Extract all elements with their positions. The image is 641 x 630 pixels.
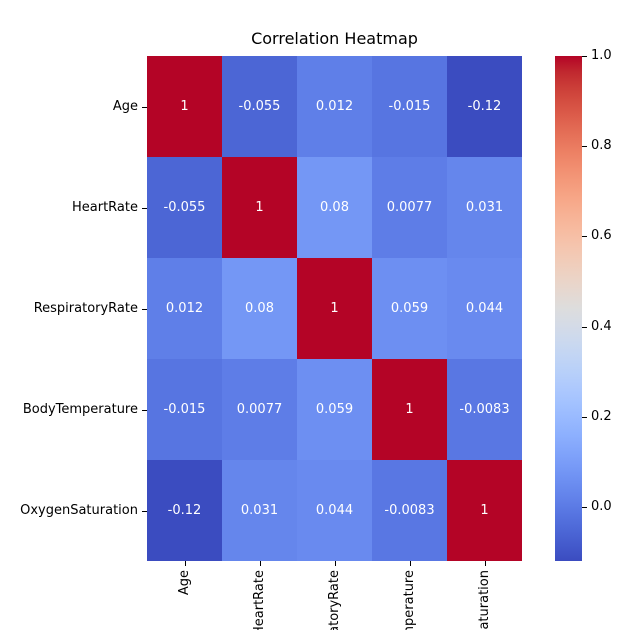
y-tick-label: OxygenSaturation: [20, 502, 138, 518]
heatmap-cell: 0.044: [297, 460, 372, 561]
colorbar-tick: [582, 507, 587, 508]
x-tick-label: BodyTemperature: [401, 570, 417, 630]
colorbar-tick-label: 1.0: [591, 48, 612, 63]
heatmap-cell: 0.031: [447, 157, 522, 258]
y-tick-label: BodyTemperature: [22, 401, 138, 417]
y-axis-tick: [142, 410, 147, 411]
heatmap-cell: 0.044: [447, 258, 522, 359]
heatmap-cell: 1: [222, 157, 297, 258]
heatmap-cell: 0.031: [222, 460, 297, 561]
heatmap-cell: 0.012: [147, 258, 222, 359]
x-tick-label: HeartRate: [251, 570, 267, 630]
heatmap-cell: 1: [447, 460, 522, 561]
colorbar-tick: [582, 327, 587, 328]
heatmap-cell: 1: [372, 359, 447, 460]
colorbar-tick: [582, 146, 587, 147]
heatmap-cell: -0.015: [372, 56, 447, 157]
heatmap-cell: 0.08: [222, 258, 297, 359]
chart-title: Correlation Heatmap: [251, 29, 418, 48]
heatmap-cell: 1: [147, 56, 222, 157]
heatmap-cell: 0.059: [372, 258, 447, 359]
heatmap-cell: 0.0077: [372, 157, 447, 258]
heatmap-cell: -0.12: [447, 56, 522, 157]
colorbar-tick-label: 0.8: [591, 138, 612, 154]
y-axis-tick: [142, 511, 147, 512]
colorbar-tick: [582, 417, 587, 418]
heatmap-cell: 0.0077: [222, 359, 297, 460]
y-axis-tick: [142, 208, 147, 209]
heatmap-cell: 0.08: [297, 157, 372, 258]
heatmap-cell: -0.0083: [372, 460, 447, 561]
y-axis-tick: [142, 107, 147, 108]
colorbar-tick: [582, 56, 587, 57]
colorbar-tick-label: 0.2: [591, 408, 612, 424]
x-axis-tick: [485, 561, 486, 566]
colorbar: [555, 56, 582, 561]
x-axis-tick: [260, 561, 261, 566]
x-axis-tick: [410, 561, 411, 566]
x-axis-tick: [185, 561, 186, 566]
colorbar-tick: [582, 236, 587, 237]
heatmap-cell: 0.059: [297, 359, 372, 460]
x-axis-tick: [335, 561, 336, 566]
heatmap-grid: 1 -0.055 0.012 -0.015 -0.12 -0.055 1 0.08 0.0077…: [147, 56, 522, 561]
heatmap-cell: 0.012: [297, 56, 372, 157]
heatmap-cell: -0.015: [147, 359, 222, 460]
x-tick-label: OxygenSaturation: [476, 570, 492, 630]
heatmap-cell: 1: [297, 258, 372, 359]
colorbar-tick-label: 0.6: [591, 228, 612, 244]
colorbar-tick-label: 0.0: [591, 498, 612, 514]
heatmap-cell: -0.0083: [447, 359, 522, 460]
heatmap-cell: -0.055: [147, 157, 222, 258]
heatmap-cell: -0.055: [222, 56, 297, 157]
heatmap-cell: -0.12: [147, 460, 222, 561]
y-tick-label: HeartRate: [72, 199, 138, 215]
y-tick-label: Age: [112, 98, 138, 114]
y-tick-label: RespiratoryRate: [33, 300, 138, 316]
x-tick-label: RespiratoryRate: [326, 570, 342, 630]
x-tick-label: Age: [176, 570, 192, 596]
y-axis-tick: [142, 309, 147, 310]
colorbar-tick-label: 0.4: [591, 318, 612, 334]
